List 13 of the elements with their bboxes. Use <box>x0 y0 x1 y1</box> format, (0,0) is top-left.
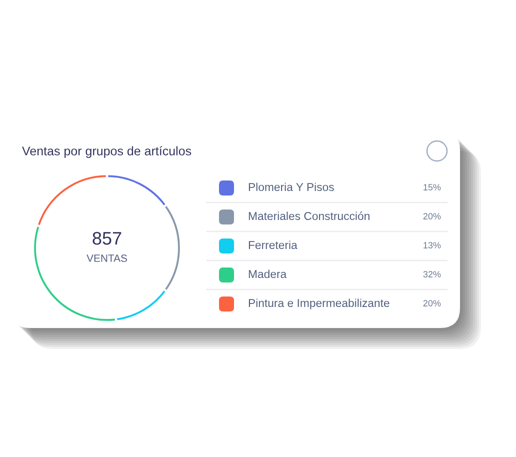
text: 857 <box>92 232 122 245</box>
legend-label: Ferreteria <box>248 240 298 250</box>
data-label: 20% <box>423 213 441 220</box>
data-label: 13% <box>424 242 441 248</box>
legend-label: Plomeria Y Pisos <box>248 182 334 192</box>
legend-label: Madera <box>248 270 287 278</box>
text: VENTAS <box>86 254 127 262</box>
legend-label: Materiales Construcción <box>248 212 370 220</box>
data-label: 32% <box>423 271 441 278</box>
chart-title: Ventas por grupos de artículos <box>22 146 192 158</box>
data-label: 15% <box>424 184 441 190</box>
data-label: 20% <box>423 300 441 306</box>
legend-label: Pintura e Impermeabilizante <box>248 298 390 310</box>
